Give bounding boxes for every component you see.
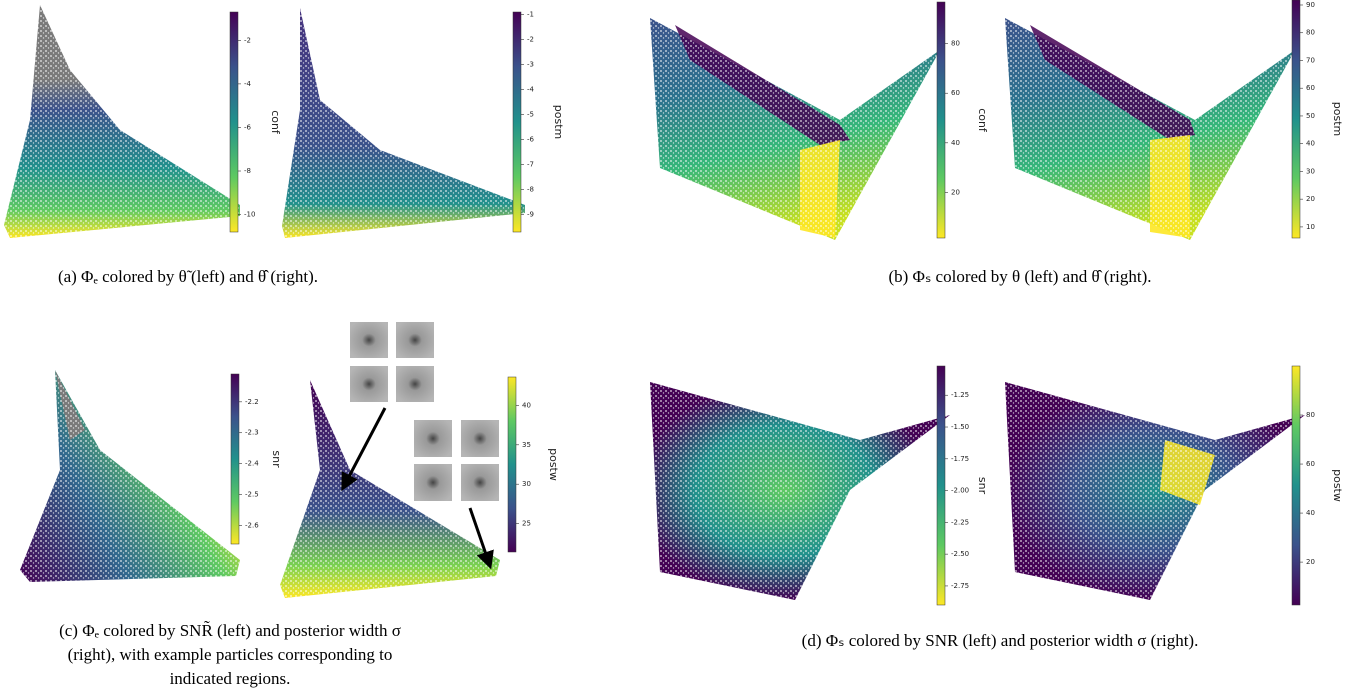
tick-label: 35 — [522, 441, 531, 449]
tick-label: 40 — [1306, 509, 1315, 517]
example-particles — [341, 322, 499, 570]
particle-image — [350, 322, 388, 358]
tick-label: 90 — [1306, 1, 1315, 9]
tick-label: 25 — [522, 520, 531, 528]
particle-image — [414, 464, 452, 501]
tick-label: -2.2 — [245, 398, 259, 406]
tick-label: 40 — [1306, 140, 1315, 148]
colorbar — [512, 11, 522, 233]
colorbar-label: conf — [976, 108, 989, 133]
tick-label: -2.4 — [245, 460, 259, 468]
tick-label: -1.75 — [951, 455, 969, 463]
tick-label: -1.25 — [951, 391, 969, 399]
particle-image — [396, 322, 434, 358]
caption: (right), with example particles correspo… — [68, 645, 393, 664]
tick-label: 80 — [951, 40, 960, 48]
colorbar — [230, 373, 240, 545]
tick-label: -3 — [527, 61, 534, 69]
arrow — [468, 507, 494, 570]
tick-label: 30 — [1306, 167, 1315, 175]
tick-label: -6 — [244, 123, 252, 131]
speckle — [4, 5, 1305, 600]
colorbar — [229, 11, 239, 233]
tick-label: -1 — [527, 11, 534, 19]
tick-label: -2 — [527, 36, 534, 44]
tick-label: 20 — [1306, 195, 1315, 203]
caption: (a) Φₑ colored by θ̃ (left) and θ̂ (righ… — [58, 267, 318, 286]
tick-label: -2.25 — [951, 518, 969, 526]
colorbars: -2 -4 -6 -8 -10 conf -1 -2 -3 -4 -5 -6 -7 -8 -9 postm 20… — [229, 0, 1344, 606]
colorbar-label: snr — [976, 477, 989, 495]
tick-label: 40 — [522, 401, 531, 409]
colorbar — [507, 376, 517, 553]
particle-image — [350, 366, 388, 402]
tick-label: -2.75 — [951, 582, 969, 590]
colorbar-label: postm — [1331, 102, 1344, 136]
caption: (b) Φₛ colored by θ (left) and θ̂ (right… — [888, 267, 1151, 286]
tick-label: -2.50 — [951, 550, 969, 558]
tick-label: -4 — [527, 86, 535, 94]
tick-label: 60 — [1306, 84, 1315, 92]
tick-label: -10 — [244, 211, 255, 219]
tick-label: -2.6 — [245, 521, 259, 529]
colorbar — [936, 365, 946, 606]
particle-image — [461, 420, 499, 457]
tick-label: -7 — [527, 161, 534, 169]
tick-label: 60 — [1306, 460, 1315, 468]
tick-label: -9 — [527, 211, 534, 219]
tick-label: 50 — [1306, 112, 1315, 120]
colorbar — [936, 1, 946, 239]
particle-image — [461, 464, 499, 501]
tick-label: 40 — [951, 139, 960, 147]
arrow — [341, 407, 387, 492]
colorbar-label: conf — [269, 110, 282, 135]
colorbar — [1291, 365, 1301, 606]
colorbar-label: postw — [1331, 469, 1344, 502]
tick-label: 20 — [1306, 558, 1315, 566]
tick-label: -2.3 — [245, 429, 259, 437]
caption: indicated regions. — [170, 669, 291, 688]
tick-label: 80 — [1306, 29, 1315, 37]
colorbar-label: snr — [270, 450, 283, 468]
captions: (a) Φₑ colored by θ̃ (left) and θ̂ (righ… — [58, 267, 1198, 688]
tick-label: 10 — [1306, 223, 1315, 231]
particle-image — [414, 420, 452, 457]
colorbar — [1291, 0, 1301, 239]
tick-label: -2 — [244, 36, 251, 44]
tick-label: -2.5 — [245, 491, 259, 499]
colorbar-label: postw — [547, 448, 560, 481]
tick-label: -2.00 — [951, 487, 969, 495]
tick-label: -4 — [244, 80, 252, 88]
tick-label: -5 — [527, 111, 534, 119]
tick-label: 20 — [951, 188, 960, 196]
tick-label: 70 — [1306, 56, 1315, 64]
caption: (d) Φₛ colored by SNR (left) and posteri… — [802, 631, 1199, 650]
scatter-clouds — [4, 5, 1305, 600]
tick-label: 30 — [522, 480, 531, 488]
tick-label: -8 — [527, 186, 534, 194]
tick-label: 60 — [951, 89, 960, 97]
tick-label: -8 — [244, 167, 251, 175]
particle-image — [396, 366, 434, 402]
tick-label: 80 — [1306, 411, 1315, 419]
colorbar-label: postm — [552, 105, 565, 139]
tick-label: -6 — [527, 136, 535, 144]
tick-label: -1.50 — [951, 423, 969, 431]
caption: (c) Φₑ colored by SNR̃ (left) and poster… — [59, 621, 401, 640]
